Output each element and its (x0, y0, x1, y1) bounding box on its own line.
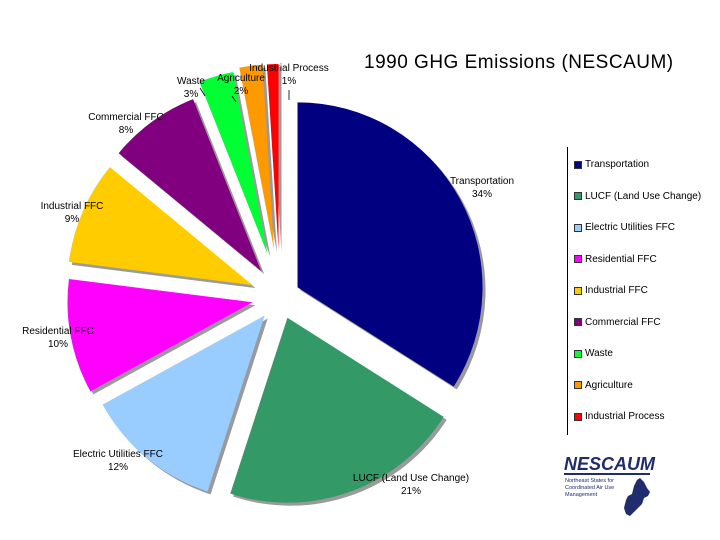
new-england-map-icon (624, 478, 650, 516)
leader-line (199, 87, 206, 97)
chart-legend: Transportation LUCF (Land Use Change) Elec… (567, 147, 718, 435)
pie-slice-commercial-ffc (118, 99, 262, 272)
legend-swatch (574, 349, 582, 358)
legend-item: LUCF (Land Use Change) (574, 191, 701, 202)
logo-tagline-3: Management (565, 492, 598, 498)
pie-slice-electric-utilities-ffc (102, 315, 265, 492)
slice-label: Industrial FFC (41, 201, 104, 212)
slice-label: Electric Utilities FFC (73, 449, 163, 460)
legend-label: Industrial Process (585, 411, 665, 422)
legend-item: Industrial Process (574, 411, 664, 422)
legend-label: Waste (585, 348, 613, 359)
legend-item: Industrial FFC (574, 285, 648, 296)
legend-item: Waste (574, 348, 613, 359)
pie-slice-industrial-process (266, 64, 279, 250)
pie-slice-residential-ffc (67, 279, 253, 392)
legend-swatch (574, 192, 582, 200)
slice-percent-label: 34% (472, 189, 492, 200)
legend-item: Commercial FFC (574, 317, 661, 328)
legend-swatch (574, 412, 582, 421)
slice-label: Agriculture (217, 73, 265, 84)
legend-label: Industrial FFC (585, 285, 648, 296)
pie-slice-waste (199, 72, 268, 254)
slice-percent-label: 2% (234, 86, 249, 97)
logo-tagline-2: Coordinated Air Use (565, 485, 614, 491)
slice-label: Residential FFC (22, 326, 94, 337)
slice-percent-label: 10% (48, 339, 68, 350)
slice-percent-label: 8% (119, 125, 134, 136)
slice-percent-label: 3% (184, 89, 199, 100)
leader-line (231, 95, 237, 103)
legend-item: Transportation (574, 159, 649, 170)
slice-percent-label: 12% (108, 462, 128, 473)
legend-label: Transportation (585, 159, 650, 170)
legend-label: LUCF (Land Use Change) (585, 190, 702, 202)
legend-label: Electric Utilities FFC (585, 222, 676, 233)
slice-percent-label: 1% (282, 76, 297, 87)
slice-percent-label: 9% (65, 214, 80, 225)
chart-title: 1990 GHG Emissions (NESCAUM) (364, 52, 674, 73)
slice-label: Commercial FFC (88, 112, 164, 123)
legend-swatch (574, 286, 582, 295)
logo-underline (564, 473, 650, 475)
legend-label: Commercial FFC (585, 316, 661, 328)
slice-label: LUCF (Land Use Change) (353, 473, 469, 484)
slice-label: Industrial Process (249, 63, 328, 74)
legend-item: Agriculture (574, 380, 633, 391)
legend-item: Electric Utilities FFC (574, 222, 675, 233)
legend-swatch (574, 318, 582, 326)
legend-swatch (574, 381, 582, 389)
logo-wordmark: NESCAUM (564, 454, 656, 474)
slice-percent-label: 21% (401, 486, 421, 497)
legend-item: Residential FFC (574, 254, 657, 265)
nescaum-logo: NESCAUM Northeast States for Coordinated… (564, 454, 656, 516)
pie-slice-lucf-land-use-change (230, 317, 444, 503)
slice-label: Transportation (450, 176, 514, 187)
pie-slice-transportation (297, 102, 483, 387)
legend-swatch (574, 160, 582, 169)
legend-label: Residential FFC (585, 253, 657, 265)
legend-swatch (574, 255, 582, 263)
pie-slice-industrial-ffc (68, 167, 253, 286)
slice-label: Waste (177, 76, 205, 87)
pie-slice-agriculture (239, 64, 274, 250)
legend-swatch (574, 223, 582, 232)
logo-tagline-1: Northeast States for (565, 478, 614, 484)
legend-label: Agriculture (585, 379, 633, 391)
